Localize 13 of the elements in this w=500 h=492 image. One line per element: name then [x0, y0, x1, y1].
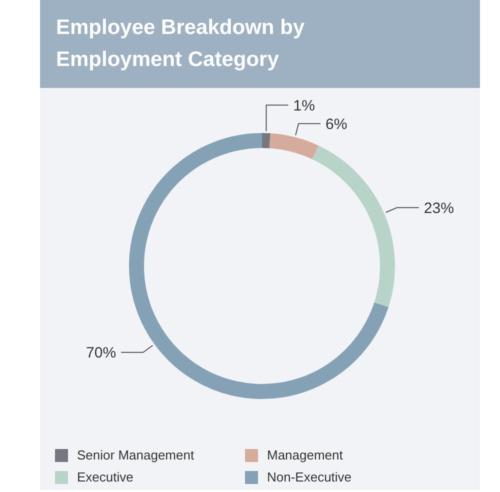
donut-slice	[262, 133, 270, 148]
chart-title: Employee Breakdown by Employment Category	[56, 16, 305, 71]
legend-label: Senior Management	[77, 448, 194, 463]
legend-label: Executive	[77, 470, 134, 485]
data-label: 1%	[293, 97, 315, 114]
donut-slice	[312, 146, 395, 308]
legend-label: Management	[267, 448, 344, 463]
donut-slice	[269, 133, 319, 160]
legend-label: Non-Executive	[267, 470, 352, 485]
data-label: 23%	[424, 200, 454, 217]
donut-slice	[129, 133, 388, 399]
data-label: 6%	[326, 116, 348, 133]
data-label: 70%	[86, 344, 116, 362]
